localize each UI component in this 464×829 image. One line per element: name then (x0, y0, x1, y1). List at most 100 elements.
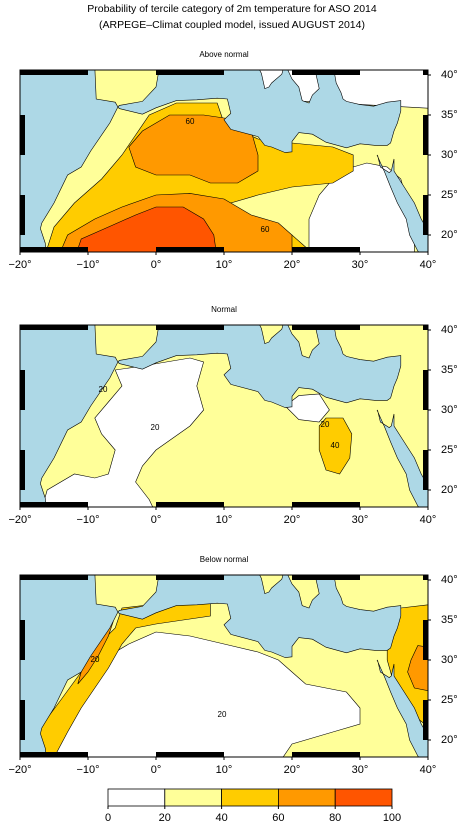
sea (117, 70, 402, 153)
lon-tick-label: −20° (8, 514, 31, 526)
contour-label: 20 (151, 423, 160, 432)
frame-bar (20, 247, 88, 252)
frame-bar (423, 325, 428, 330)
frame-bar (156, 325, 224, 330)
frame-bar (20, 575, 25, 580)
lon-tick-label: 10° (216, 514, 233, 526)
frame-bar (423, 450, 428, 490)
contour-label: 60 (261, 225, 270, 234)
frame-bar (423, 195, 428, 235)
map-panel: Above normal −20° −10° 0° 10° 20° 30° 40° 20° 25°… (8, 50, 457, 271)
lon-tick-label: −10° (76, 764, 99, 776)
lat-tick-label: 25° (441, 694, 458, 706)
lat-tick-label: 30° (441, 654, 458, 666)
lon-tick-label: 40° (420, 514, 437, 526)
lon-tick-label: 40° (420, 764, 437, 776)
lon-tick-label: 0° (151, 514, 162, 526)
frame-bar (292, 325, 360, 330)
frame-bar (423, 370, 428, 410)
frame-bar (20, 502, 88, 507)
colorbar-bin (164, 788, 223, 807)
lat-tick-label: 40° (441, 574, 458, 586)
contour-label: 60 (186, 117, 195, 126)
lat-tick-label: 25° (441, 189, 458, 201)
frame-bar (292, 70, 360, 75)
colorbar-label: 100 (383, 812, 401, 824)
lat-tick-label: 25° (441, 444, 458, 456)
colorbar-label: 20 (159, 812, 171, 824)
probability-area (284, 393, 330, 423)
frame-bar (20, 325, 25, 330)
lon-tick-label: 10° (216, 259, 233, 271)
sea (117, 575, 402, 658)
colorbar-bin (221, 788, 279, 807)
lat-tick-label: 35° (441, 364, 458, 376)
frame-bar (20, 620, 25, 660)
colorbar-label: 40 (215, 812, 227, 824)
frame-bar (20, 752, 88, 757)
frame-bar (20, 325, 88, 330)
lat-tick-label: 20° (441, 484, 458, 496)
contour-label: 20 (99, 385, 108, 394)
lon-tick-label: 20° (284, 259, 301, 271)
lat-tick-label: 35° (441, 614, 458, 626)
frame-bar (20, 700, 25, 740)
frame-bar (20, 575, 88, 580)
map-content (20, 70, 428, 252)
probability-area (42, 357, 204, 507)
colorbar-bin (277, 788, 336, 807)
frame-bar (156, 502, 224, 507)
lon-tick-label: 30° (352, 514, 369, 526)
contour-label: 20 (91, 655, 100, 664)
probability-area (318, 417, 353, 475)
frame-bar (423, 115, 428, 155)
contour-label: 20 (218, 710, 227, 719)
frame-bar (20, 70, 88, 75)
colorbar-bin (107, 788, 166, 807)
subtitle: (ARPEGE–Climat coupled model, issued AUG… (99, 19, 365, 31)
lat-tick-label: 30° (441, 404, 458, 416)
lat-tick-label: 20° (441, 734, 458, 746)
lon-tick-label: −20° (8, 259, 31, 271)
frame-bar (156, 752, 224, 757)
frame-bar (156, 575, 224, 580)
lat-tick-label: 35° (441, 109, 458, 121)
frame-bar (156, 70, 224, 75)
colorbar-label: 60 (272, 812, 284, 824)
lon-tick-label: 30° (352, 259, 369, 271)
lon-tick-label: 20° (284, 514, 301, 526)
frame-bar (156, 247, 224, 252)
frame-bar (292, 575, 360, 580)
map-panel: Normal −20° −10° 0° 10° 20° 30° 40° 20° 25° 30° 35°… (8, 305, 457, 526)
lat-tick-label: 30° (441, 149, 458, 161)
colorbar-label: 0 (105, 812, 111, 824)
sea (376, 154, 428, 252)
lon-tick-label: −10° (76, 259, 99, 271)
sea (117, 325, 402, 408)
probability-area (407, 645, 428, 691)
lat-tick-label: 40° (441, 324, 458, 336)
frame-bar (423, 700, 428, 740)
frame-bar (292, 752, 360, 757)
lon-tick-label: −20° (8, 764, 31, 776)
lat-tick-label: 20° (441, 229, 458, 241)
frame-bar (292, 247, 360, 252)
contour-label: 40 (331, 441, 340, 450)
lon-tick-label: 20° (284, 764, 301, 776)
frame-bar (292, 502, 360, 507)
map-content (20, 575, 428, 757)
title: Probability of tercile category of 2m te… (87, 3, 377, 15)
lon-tick-label: 10° (216, 764, 233, 776)
map-panel: Below normal −20° −10° 0° 10° 20° 30° 40° 20° 25°… (8, 555, 457, 776)
panel-title: Below normal (200, 555, 249, 564)
contour-label: 20 (321, 420, 330, 429)
frame-bar (20, 450, 25, 490)
frame-bar (20, 195, 25, 235)
lon-tick-label: 40° (420, 259, 437, 271)
colorbar-label: 80 (329, 812, 341, 824)
frame-bar (423, 620, 428, 660)
frame-bar (423, 70, 428, 75)
frame-bar (20, 70, 25, 75)
